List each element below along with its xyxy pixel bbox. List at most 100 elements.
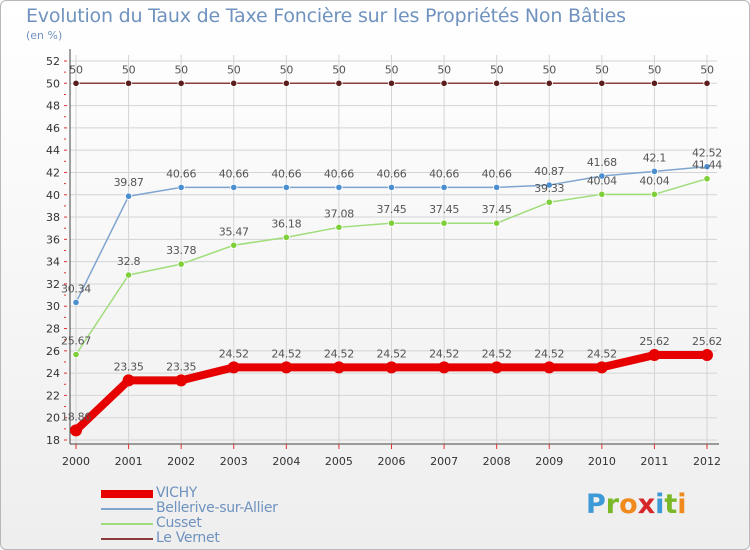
data-label: 50: [280, 63, 294, 76]
data-point: [335, 79, 343, 87]
data-point: [648, 349, 661, 362]
data-label: 41.68: [587, 156, 617, 169]
x-tick-label: 2010: [588, 455, 616, 468]
data-point: [598, 172, 606, 180]
x-tick-label: 2005: [325, 455, 353, 468]
legend-swatch: [101, 508, 153, 510]
x-tick-label: 2012: [693, 455, 721, 468]
data-label: 30.34: [61, 282, 91, 295]
data-point: [124, 79, 133, 87]
data-label: 50: [227, 63, 241, 76]
data-label: 39.87: [114, 176, 144, 189]
legend-swatch: [101, 490, 153, 498]
data-label: 24.52: [271, 347, 301, 360]
y-tick-label: 38: [46, 211, 60, 224]
chart-unit-label: (en %): [26, 29, 63, 42]
data-point: [124, 271, 133, 279]
y-tick-label: 20: [46, 412, 60, 425]
data-label: 24.52: [377, 347, 407, 360]
data-point: [493, 79, 501, 87]
data-point: [230, 79, 238, 87]
data-label: 50: [332, 63, 346, 76]
logo-letter: x: [637, 489, 656, 520]
data-label: 50: [543, 63, 557, 76]
data-point: [177, 79, 185, 87]
data-label: 37.08: [324, 207, 354, 220]
legend-swatch: [101, 523, 153, 525]
legend-label: Le Vernet: [156, 530, 220, 546]
data-point: [545, 198, 553, 206]
data-label: 50: [595, 63, 609, 76]
logo-letter: r: [605, 489, 620, 520]
data-label: 25.62: [692, 335, 722, 348]
data-label: 50: [437, 63, 451, 76]
data-point: [701, 349, 713, 362]
data-label: 24.52: [534, 347, 564, 360]
logo-letter: t: [664, 489, 678, 520]
axes: [69, 49, 719, 445]
data-point: [177, 183, 185, 192]
data-label: 36.18: [271, 217, 301, 230]
x-tick-label: 2011: [640, 455, 668, 468]
y-tick-label: 42: [46, 166, 60, 179]
grid: [70, 55, 717, 444]
proxiti-logo: Proxiti: [586, 489, 687, 520]
x-tick-label: 2007: [430, 455, 458, 468]
data-label: 40.66: [166, 167, 196, 180]
y-tick-label: 48: [46, 100, 60, 113]
y-tick-label: 30: [46, 300, 60, 313]
data-point: [493, 183, 501, 192]
data-point: [440, 219, 448, 227]
data-point: [493, 219, 501, 227]
data-label: 37.45: [482, 203, 512, 216]
data-point: [227, 361, 240, 374]
data-label: 40.66: [482, 167, 512, 180]
data-point: [175, 374, 188, 387]
data-point: [280, 361, 293, 374]
y-tick-label: 40: [46, 189, 60, 202]
data-point: [595, 361, 608, 374]
x-tick-label: 2000: [62, 455, 90, 468]
data-label: 50: [490, 63, 504, 76]
data-point: [177, 260, 185, 268]
data-label: 23.35: [166, 360, 196, 373]
data-point: [335, 183, 343, 192]
data-point: [650, 190, 659, 198]
x-tick-label: 2004: [272, 455, 300, 468]
data-point: [335, 223, 343, 231]
x-tick-label: 2002: [167, 455, 195, 468]
data-point: [703, 163, 711, 171]
data-label: 24.52: [587, 347, 617, 360]
data-label: 40.04: [639, 174, 669, 187]
logo-letter: i: [655, 489, 665, 520]
y-tick-label: 50: [46, 77, 60, 90]
data-label: 50: [122, 63, 136, 76]
data-label: 18.86: [61, 410, 91, 423]
legend-label: Bellerive-sur-Allier: [156, 500, 278, 516]
data-label: 40.66: [271, 167, 301, 180]
x-tick-label: 2001: [115, 455, 143, 468]
y-tick-label: 36: [46, 233, 60, 246]
data-label: 25.62: [639, 335, 669, 348]
chart-title: Evolution du Taux de Taxe Foncière sur l…: [26, 5, 626, 27]
data-point: [387, 79, 396, 87]
data-label: 37.45: [429, 203, 459, 216]
data-point: [230, 241, 238, 249]
data-label: 50: [648, 63, 662, 76]
x-tick-label: 2006: [378, 455, 406, 468]
y-tick-label: 44: [46, 144, 60, 157]
data-point: [72, 79, 80, 87]
y-tick-label: 24: [46, 367, 60, 380]
data-point: [440, 79, 448, 87]
data-point: [440, 183, 448, 192]
y-tick-label: 46: [46, 122, 60, 135]
y-tick-label: 28: [46, 323, 60, 336]
data-point: [490, 361, 503, 374]
data-label: 50: [700, 63, 714, 76]
x-tick-label: 2003: [220, 455, 248, 468]
data-point: [703, 175, 711, 183]
data-point: [282, 183, 290, 192]
data-point: [598, 79, 606, 87]
y-axis-ticks: 18 20 22 24 26 28 30 32 34 36 38 40 42 44 46 48 50 52: [46, 55, 67, 447]
